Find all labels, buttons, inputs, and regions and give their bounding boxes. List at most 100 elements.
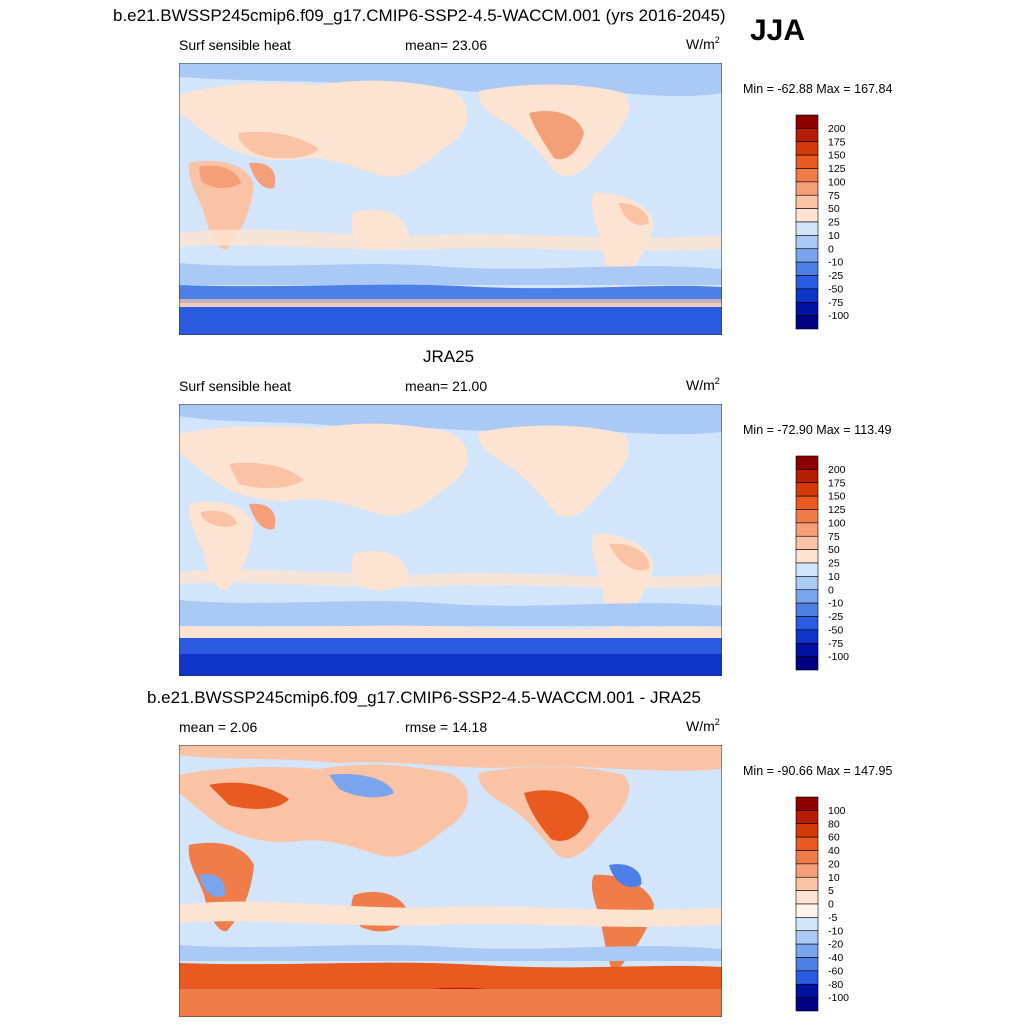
subtropical-band — [179, 229, 722, 251]
colorbar-tick-label: -10 — [828, 257, 843, 269]
colorbar-tick-label: 0 — [828, 243, 834, 255]
southern-ocean-warm-band — [179, 962, 722, 989]
panel-3-units: W/m2 — [686, 717, 720, 734]
colorbar-box — [795, 509, 819, 524]
southern-ocean-warm-strip — [179, 625, 722, 640]
colorbar-tick-label: -80 — [828, 979, 843, 991]
panel-3-map — [179, 745, 722, 1017]
colorbar-box — [795, 850, 819, 865]
colorbar-tick-label: 60 — [828, 832, 840, 844]
colorbar-tick-label: 175 — [828, 136, 846, 148]
central-asia-warm — [229, 462, 304, 489]
colorbar-box — [795, 315, 819, 330]
panel-1-units: W/m2 — [686, 35, 720, 52]
colorbar-tick-label: -75 — [828, 297, 843, 309]
panel-1-title: b.e21.BWSSP245cmip6.f09_g17.CMIP6-SSP2-4… — [113, 6, 726, 25]
arabia-warm — [249, 162, 276, 189]
colorbar-tick-label: 150 — [828, 491, 846, 503]
colorbar-box — [795, 823, 819, 838]
panel-2-mean-label: mean= 21.00 — [405, 378, 488, 394]
colorbar-box — [795, 482, 819, 497]
colorbar-box — [795, 221, 819, 236]
colorbar-box — [795, 629, 819, 644]
north-america-land — [478, 425, 630, 518]
colorbar-tick-label: 125 — [828, 504, 846, 516]
colorbar-tick-label: 200 — [828, 123, 846, 135]
panel-2-units: W/m2 — [686, 376, 720, 393]
colorbar-tick-label: 75 — [828, 531, 840, 543]
colorbar-tick-label: -20 — [828, 939, 843, 951]
siberia-cool-anomaly — [329, 773, 394, 798]
colorbar-tick-label: -25 — [828, 611, 843, 623]
colorbar-box — [795, 168, 819, 183]
colorbar-tick-label: 175 — [828, 477, 846, 489]
colorbar-box — [795, 836, 819, 851]
antarctica — [179, 307, 722, 335]
panel-3-title: b.e21.BWSSP245cmip6.f09_g17.CMIP6-SSP2-4… — [147, 688, 702, 707]
colorbar-box — [795, 796, 819, 811]
colorbar-tick-label: 10 — [828, 872, 840, 884]
colorbar-box — [795, 917, 819, 932]
arctic-band — [179, 404, 722, 435]
south-america-warm — [619, 203, 649, 225]
colorbar-tick-label: 20 — [828, 858, 840, 870]
colorbar-box — [795, 656, 819, 671]
southern-ocean-band-2 — [179, 284, 722, 303]
panel-3-minmax: Min = -90.66 Max = 147.95 — [743, 764, 893, 778]
panel-3-rmse-label: rmse = 14.18 — [405, 719, 488, 735]
colorbar-tick-label: 25 — [828, 217, 840, 229]
colorbar-box — [795, 261, 819, 276]
colorbar-tick-label: 80 — [828, 818, 840, 830]
colorbar-box — [795, 890, 819, 905]
colorbar-box — [795, 863, 819, 878]
colorbar-tick-label: -40 — [828, 952, 843, 964]
colorbar-box — [795, 194, 819, 209]
panel-1-minmax: Min = -62.88 Max = 167.84 — [743, 82, 893, 96]
panel-1-mean-label: mean= 23.06 — [405, 37, 488, 53]
colorbar-tick-label: 150 — [828, 150, 846, 162]
north-america-warm-anomaly — [524, 790, 589, 841]
amazon-cool-anomaly — [609, 864, 642, 887]
colorbar-box — [795, 154, 819, 169]
panel-1-map — [179, 63, 722, 335]
colorbar-tick-label: 5 — [828, 885, 834, 897]
colorbar-tick-label: -25 — [828, 270, 843, 282]
colorbar-box — [795, 455, 819, 470]
colorbar-tick-label: 100 — [828, 176, 846, 188]
colorbar-tick-label: 200 — [828, 464, 846, 476]
colorbar-tick-label: 10 — [828, 571, 840, 583]
colorbar-box — [795, 301, 819, 316]
colorbar-tick-label: -60 — [828, 965, 843, 977]
colorbar-box — [795, 549, 819, 564]
subtropical-band — [179, 569, 722, 588]
south-america-warm — [609, 543, 650, 571]
colorbar-tick-label: 125 — [828, 163, 846, 175]
colorbar-tick-label: -50 — [828, 624, 843, 636]
colorbar-box — [795, 589, 819, 604]
colorbar-box — [795, 562, 819, 577]
colorbar-tick-label: 0 — [828, 899, 834, 911]
colorbar-tick-label: -100 — [828, 651, 849, 663]
panel-3-mean-label: mean = 2.06 — [179, 719, 258, 735]
panel-1-left-label: Surf sensible heat — [179, 37, 292, 53]
colorbar-tick-label: 50 — [828, 544, 840, 556]
subtropical-band — [179, 901, 722, 927]
colorbar-box — [795, 943, 819, 958]
colorbar-box — [795, 810, 819, 825]
eurasia-warm-anomaly — [209, 782, 289, 809]
southern-ocean-cool-band — [179, 945, 722, 961]
colorbar-tick-label: 100 — [828, 805, 846, 817]
antarctica-interior — [179, 654, 722, 676]
colorbar-tick-label: -100 — [828, 992, 849, 1004]
africa-land — [188, 501, 254, 591]
colorbar-box — [795, 208, 819, 223]
colorbar-box — [795, 970, 819, 985]
arctic-band — [179, 745, 722, 771]
eurasia-land — [179, 423, 468, 516]
central-asia-warm — [238, 131, 319, 159]
north-america-warm — [529, 111, 584, 160]
colorbar-tick-label: -50 — [828, 283, 843, 295]
colorbar-tick-label: 10 — [828, 230, 840, 242]
